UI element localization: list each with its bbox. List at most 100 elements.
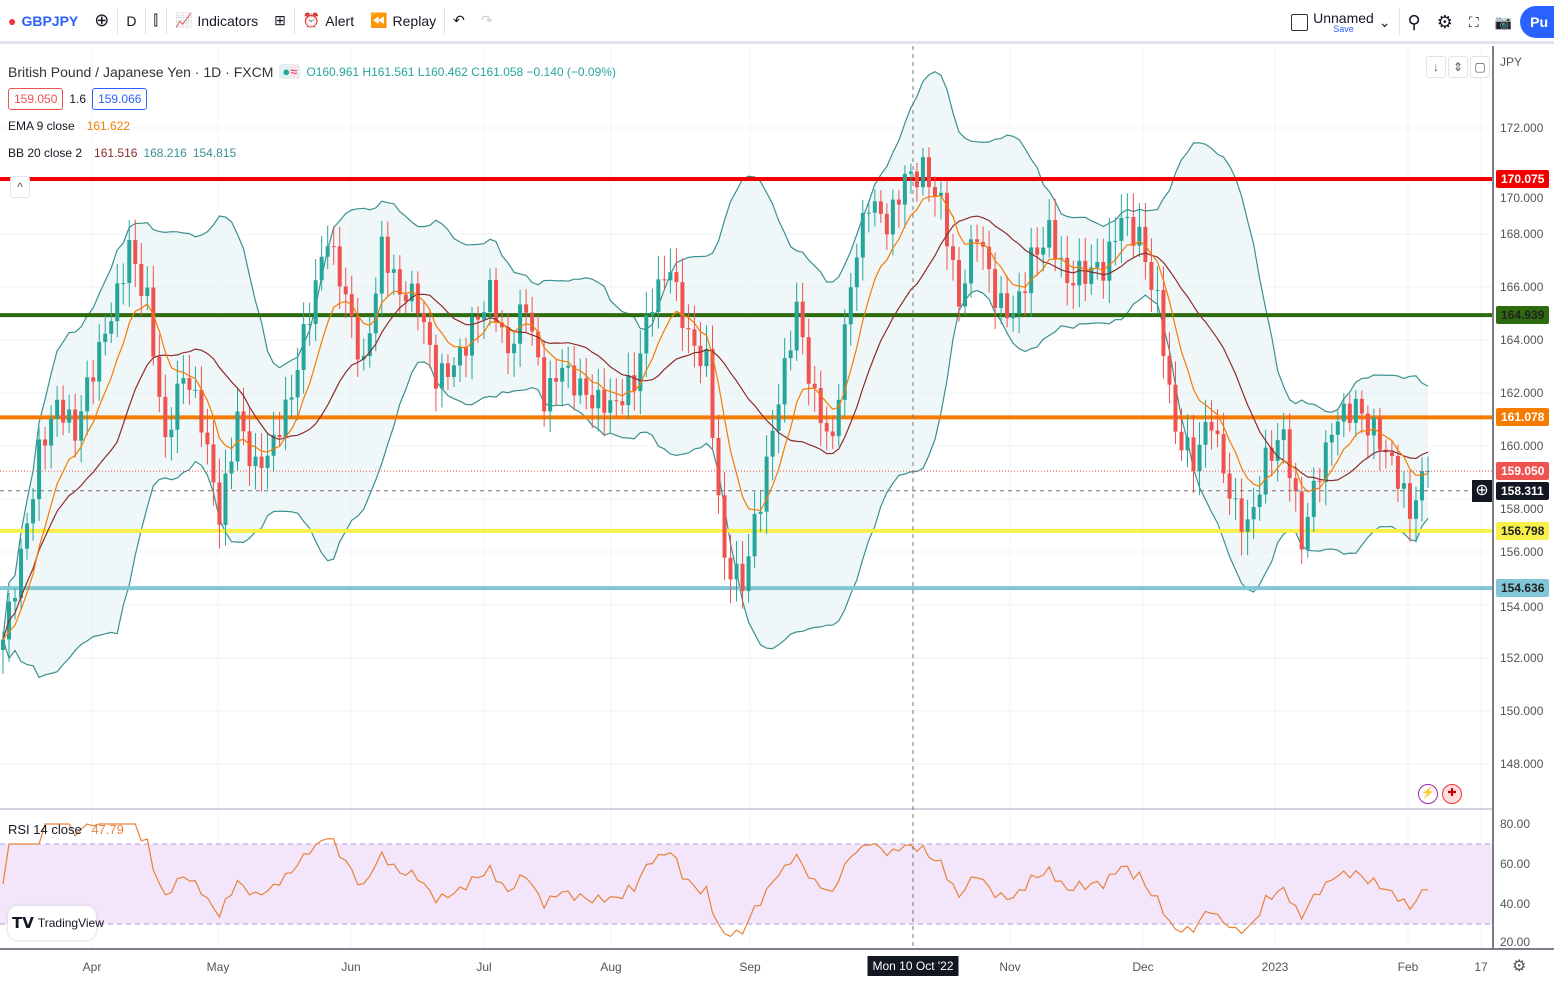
candle-body xyxy=(662,279,667,281)
rewind-icon: ⏪ xyxy=(370,12,388,28)
candle-body xyxy=(277,434,282,438)
candle-body xyxy=(1209,421,1214,431)
level-price-tag: 161.078 xyxy=(1496,408,1550,427)
candle-body xyxy=(987,246,992,270)
price-label: 156.000 xyxy=(1500,545,1544,559)
time-label: Nov xyxy=(999,960,1021,974)
candle-body xyxy=(494,279,499,323)
candle-body xyxy=(590,394,595,409)
candle-body xyxy=(97,341,102,382)
candle-body xyxy=(698,345,703,367)
candle-body xyxy=(668,272,673,281)
undo-button[interactable]: ↶ xyxy=(445,0,473,43)
search-icon: ⚲ xyxy=(1407,11,1421,32)
buy-button[interactable]: 159.066 xyxy=(92,87,148,110)
candle-body xyxy=(397,269,402,295)
maximize-pane-button[interactable]: ▢ xyxy=(1470,56,1490,78)
candle-body xyxy=(355,316,360,360)
candle-body xyxy=(91,377,96,382)
candle-body xyxy=(800,301,805,338)
rsi-line xyxy=(2,823,1428,938)
level-price-tag: 156.798 xyxy=(1496,521,1550,540)
candle-body xyxy=(1419,471,1424,501)
price-axis[interactable]: JPY 170.075 164.939 161.078 156.798 154.636 1… xyxy=(1492,46,1554,950)
collapse-pane-button[interactable]: ⇕ xyxy=(1448,56,1468,78)
snapshot-button[interactable]: 📷 xyxy=(1487,0,1520,44)
sell-button[interactable]: 159.050 xyxy=(8,87,64,110)
collapse-legend-button[interactable]: ^ xyxy=(10,176,30,198)
replay-button[interactable]: ⏪ Replay xyxy=(370,12,437,29)
fullscreen-button[interactable]: ⛶ xyxy=(1461,0,1487,44)
move-down-button[interactable]: ↓ xyxy=(1426,56,1446,78)
candle-body xyxy=(824,423,829,432)
market-status-icon: ●≈ xyxy=(279,64,301,79)
candle-body xyxy=(794,301,799,351)
candle-body xyxy=(566,365,571,368)
candle-body xyxy=(139,263,144,297)
candle-body xyxy=(776,404,781,431)
candle-body xyxy=(1191,437,1196,472)
candle-body xyxy=(331,246,336,248)
time-axis-settings-icon[interactable]: ⚙ xyxy=(1512,958,1527,975)
rsi-axis-label: 60.00 xyxy=(1500,857,1531,871)
time-label: Aug xyxy=(600,960,622,974)
candle-body xyxy=(1083,260,1088,284)
lightning-icon[interactable]: ⚡ xyxy=(1418,784,1438,804)
add-alert-plus-icon[interactable]: ⊕ xyxy=(1472,479,1492,502)
candle-body xyxy=(211,444,216,483)
candle-body xyxy=(169,429,174,438)
price-label: 166.000 xyxy=(1500,280,1544,294)
candle-body xyxy=(79,411,84,441)
brand-label: TradingView xyxy=(37,916,104,930)
indicators-button[interactable]: 📈 Indicators xyxy=(174,12,259,29)
time-axis[interactable]: ⚙ Apr May Jun Jul Aug Sep Nov Dec 2023 Feb 17 Mon 1… xyxy=(0,948,1554,984)
candle-body xyxy=(1179,431,1184,451)
currency-selector[interactable]: JPY xyxy=(1500,55,1523,69)
candle-body xyxy=(1275,440,1280,461)
alarm-icon: ⏰ xyxy=(302,12,321,28)
candle-body xyxy=(957,260,962,307)
candle-body xyxy=(295,369,300,398)
candle-body xyxy=(1305,516,1310,550)
compare-button[interactable]: ⊕ xyxy=(86,0,117,43)
templates-button[interactable]: ⊞ xyxy=(266,0,294,43)
search-button[interactable]: ⚲ xyxy=(1400,0,1429,44)
chart-canvas[interactable] xyxy=(0,0,1492,948)
candle-body xyxy=(488,279,493,313)
candle-body xyxy=(872,201,877,213)
price-label: 160.000 xyxy=(1500,439,1544,453)
interval-button[interactable]: D xyxy=(126,12,137,29)
time-label: Apr xyxy=(82,960,102,974)
candle-body xyxy=(944,192,949,247)
candle-body xyxy=(1035,247,1040,255)
candle-body xyxy=(969,239,974,284)
candle-body xyxy=(608,400,613,413)
square-icon xyxy=(1291,13,1309,31)
candle-body xyxy=(596,389,601,409)
plus-circle-icon: ⊕ xyxy=(94,10,110,30)
tradingview-logo[interactable]: 𝗧𝗩 TradingView xyxy=(8,906,104,940)
candle-body xyxy=(560,367,565,382)
publish-button[interactable]: Pu xyxy=(1520,6,1554,38)
candle-body xyxy=(109,321,114,334)
layout-button[interactable]: Unnamed Save ⌄ xyxy=(1283,0,1398,44)
candle-body xyxy=(409,283,414,302)
rsi-label: RSI 14 close xyxy=(8,822,82,837)
uk-flag-icon[interactable]: ✚ xyxy=(1442,784,1462,804)
candle-body xyxy=(506,327,511,354)
settings-button[interactable]: ⚙ xyxy=(1429,0,1461,44)
symbol-search[interactable]: ● GBPJPY xyxy=(8,12,79,29)
current-price-tag: 159.050 xyxy=(1496,462,1550,481)
candle-body xyxy=(463,346,468,356)
candle-body xyxy=(259,456,264,468)
candle-body xyxy=(602,389,607,413)
candle-body xyxy=(151,287,156,357)
redo-button[interactable]: ↷ xyxy=(473,0,501,43)
candle-body xyxy=(1239,498,1244,532)
candle-body xyxy=(1053,220,1058,259)
bb-label: BB 20 close 2 xyxy=(8,145,83,160)
chart-type-button[interactable]: ⫿ xyxy=(146,0,166,43)
candle-body xyxy=(415,283,420,314)
alert-button[interactable]: ⏰ Alert xyxy=(302,12,355,29)
candle-body xyxy=(1155,289,1160,291)
